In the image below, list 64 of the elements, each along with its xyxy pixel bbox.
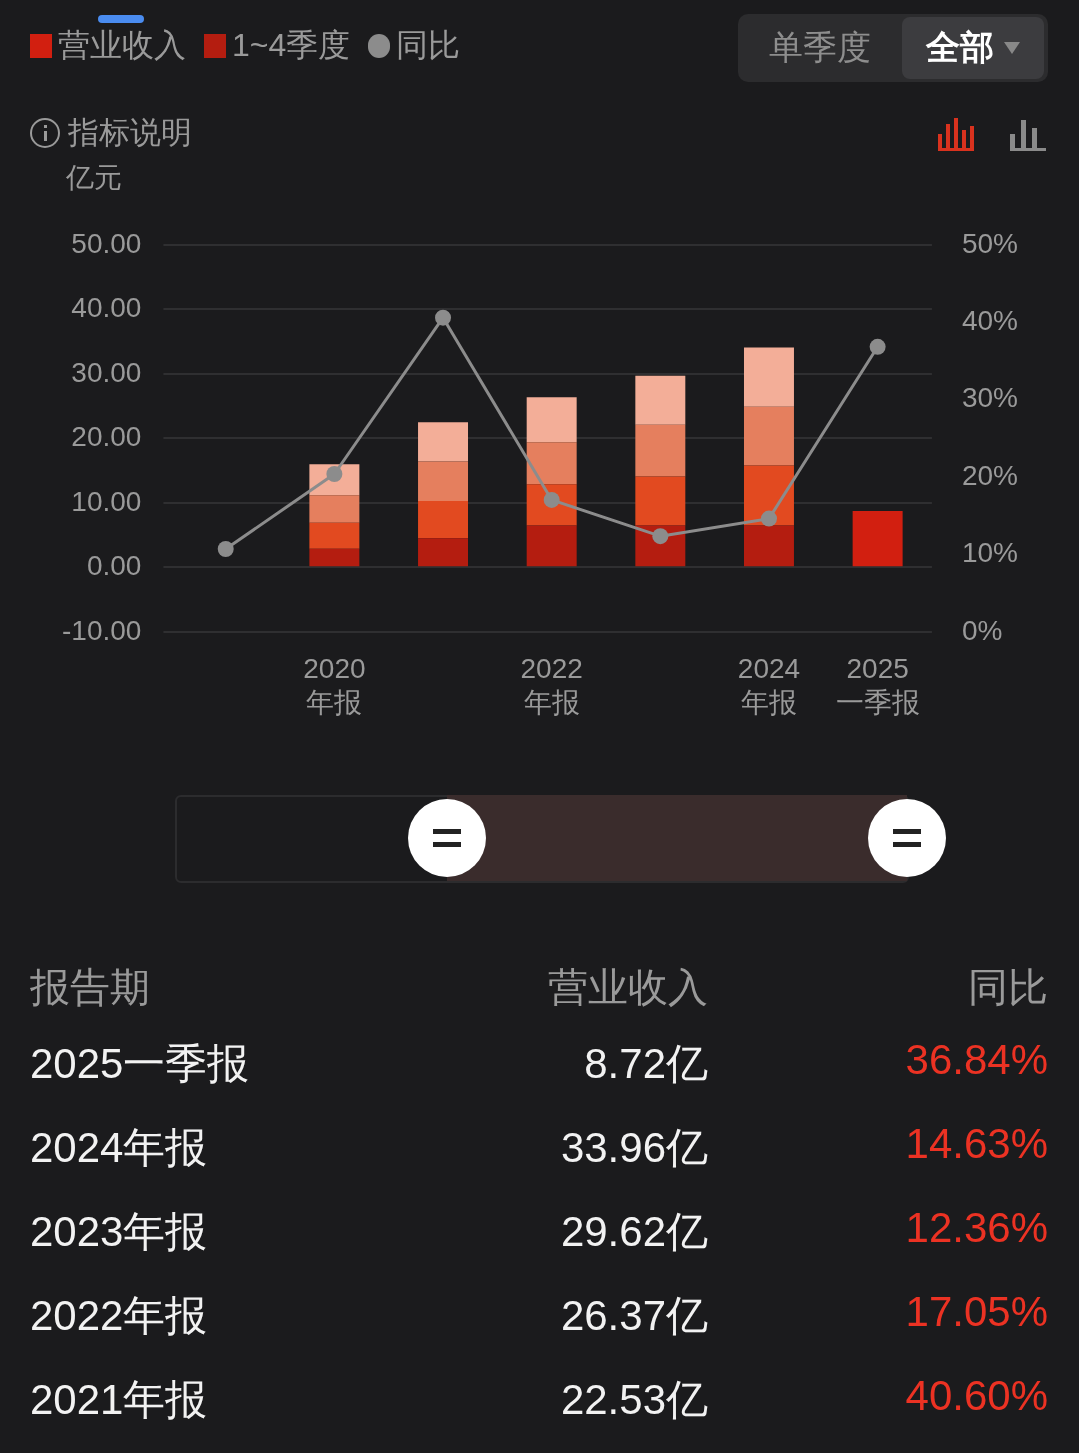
y-tick-label: -10.00	[61, 614, 142, 646]
text: 2023年报	[30, 1207, 209, 1257]
text: 2021年报	[30, 1375, 209, 1425]
bar	[852, 511, 903, 567]
text: 12.36%	[904, 1204, 1048, 1253]
point	[869, 338, 886, 355]
y2-tick-label: 0%	[961, 614, 1003, 646]
text: 14.63%	[904, 1120, 1048, 1169]
bar	[743, 406, 794, 466]
bar	[635, 476, 686, 526]
text: 36.84%	[904, 1036, 1048, 1085]
bar	[526, 525, 577, 567]
text: 8.72亿	[583, 1039, 708, 1089]
text: 营业收入	[547, 964, 708, 1011]
point	[435, 309, 452, 326]
text: 指标说明	[68, 114, 192, 152]
text: 26.37亿	[559, 1291, 708, 1341]
y-tick-label: 40.00	[71, 292, 142, 324]
bar	[309, 522, 360, 549]
y-tick-label: 10.00	[71, 485, 142, 517]
x-tick-label: 2024 年报	[737, 653, 801, 718]
bar	[418, 500, 469, 539]
legend-label: 同比	[396, 26, 461, 65]
bar	[418, 422, 469, 462]
y2-tick-label: 50%	[961, 227, 1019, 259]
y-tick-label: 30.00	[71, 356, 142, 388]
bar	[635, 424, 686, 477]
bar	[743, 525, 794, 567]
bar	[743, 347, 794, 407]
y-axis-title: 亿元	[65, 161, 122, 193]
legend-label: 营业收入	[58, 26, 186, 65]
x-tick-label: 2025 一季报	[835, 653, 920, 718]
text: 33.96亿	[559, 1123, 708, 1173]
x-tick-label: 2022 年报	[520, 653, 583, 718]
text: 同比	[967, 964, 1048, 1011]
point	[652, 528, 669, 545]
y2-tick-label: 10%	[961, 537, 1019, 569]
y-tick-label: 50.00	[71, 227, 142, 259]
text: 单季度	[768, 27, 872, 68]
text: 2024年报	[30, 1123, 209, 1173]
bar	[418, 538, 469, 567]
text: 报告期	[30, 964, 151, 1011]
y2-tick-label: 20%	[961, 459, 1019, 491]
bar	[309, 548, 360, 567]
point	[217, 541, 234, 558]
text: 全部	[902, 17, 1044, 79]
text: 2025一季报	[30, 1039, 251, 1089]
bar	[309, 495, 360, 523]
text: 40.60%	[904, 1372, 1048, 1421]
y2-tick-label: 30%	[961, 382, 1019, 414]
y-tick-label: 0.00	[86, 550, 142, 582]
text: 2022年报	[30, 1291, 209, 1341]
y-tick-label: 20.00	[71, 421, 142, 453]
bar	[418, 461, 469, 501]
bar	[635, 375, 686, 425]
text: 22.53亿	[559, 1375, 708, 1425]
bar	[526, 442, 577, 485]
point	[760, 510, 777, 527]
y2-tick-label: 40%	[961, 305, 1019, 337]
text: 29.62亿	[559, 1207, 708, 1257]
text: 17.05%	[904, 1288, 1048, 1337]
x-tick-label: 2020 年报	[303, 653, 366, 718]
legend-label: 1~4季度	[232, 26, 351, 65]
bar	[526, 397, 577, 443]
